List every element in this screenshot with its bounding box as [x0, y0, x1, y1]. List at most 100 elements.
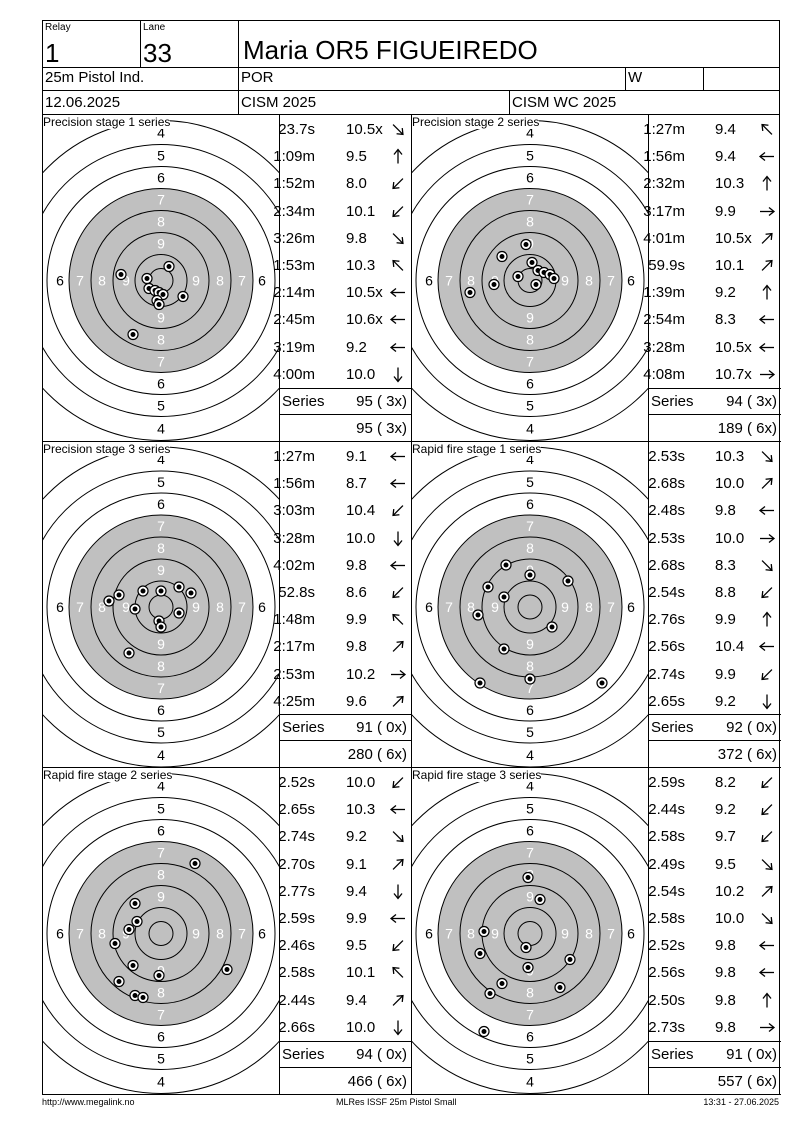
- shot-impact: [534, 893, 546, 906]
- shot-time: 2.74s: [648, 665, 685, 683]
- shot-impact: [474, 947, 486, 960]
- ring-number: 5: [157, 148, 165, 164]
- shot-row: 2.77s 9.4: [278, 878, 411, 905]
- ring-number: 9: [122, 599, 130, 615]
- w-arrow-icon: [388, 443, 408, 479]
- ring-number: 6: [526, 170, 534, 186]
- shot-score: 10.4: [346, 502, 376, 520]
- shot-time: 23.7s: [278, 121, 315, 138]
- relay-label: Relay: [45, 22, 71, 33]
- shot-score: 10.1: [715, 257, 745, 274]
- shot-row: 3:26m 9.8: [273, 225, 411, 252]
- relay-cell: Relay 1: [43, 21, 141, 68]
- shot-score: 10.3: [346, 257, 376, 274]
- gender-cell: W: [626, 68, 704, 91]
- shot-row: 2:14m 10.5x: [273, 279, 411, 306]
- ring-number: 6: [526, 376, 534, 392]
- shot-time: 4:01m: [643, 229, 685, 247]
- shot-score: 10.0: [346, 365, 376, 383]
- ring-number: 4: [157, 421, 165, 437]
- ne-arrow-icon: [388, 688, 408, 724]
- ring-number: 7: [238, 599, 246, 615]
- shot-score: 9.7: [715, 828, 736, 846]
- shot-impact: [520, 238, 532, 251]
- event-cell: 25m Pistol Ind.: [43, 68, 239, 91]
- ring-number: 9: [526, 636, 534, 652]
- empty-cell: [704, 68, 780, 91]
- shot-row: 23.7s 10.5x: [278, 116, 411, 143]
- shot-time: 2:32m: [643, 175, 685, 193]
- ne-arrow-icon: [388, 851, 408, 887]
- ring-number: 9: [192, 926, 200, 942]
- shot-row: 4:02m 9.8: [273, 552, 411, 579]
- shot-time: 2.56s: [648, 638, 685, 656]
- shot-time: 3:03m: [273, 502, 315, 520]
- ring-number: 9: [157, 310, 165, 326]
- shot-impact: [488, 278, 500, 291]
- shot-impact: [548, 272, 560, 285]
- shot-score: 9.9: [346, 910, 367, 927]
- ring-number: 6: [627, 926, 635, 942]
- shot-score: 10.1: [346, 202, 376, 220]
- shot-row: 2.59s 8.2: [648, 769, 781, 796]
- shot-impact: [173, 607, 185, 619]
- ring-number: 8: [467, 273, 475, 289]
- shot-impact: [524, 673, 536, 685]
- shot-row: 2.59s 9.9: [278, 905, 411, 932]
- ring-number: 6: [157, 702, 165, 718]
- shot-score: 10.3: [715, 175, 745, 193]
- ring-number: 6: [56, 599, 64, 615]
- shot-time: 4:02m: [273, 556, 315, 574]
- shot-time: 3:26m: [273, 229, 315, 247]
- se-arrow-icon: [388, 823, 408, 859]
- shot-row: 2.46s 9.5: [278, 932, 411, 959]
- se-arrow-icon: [757, 851, 777, 887]
- ring-number: 8: [98, 273, 106, 289]
- stage-title: Precision stage 2 series: [412, 115, 540, 129]
- ring-number: 9: [192, 599, 200, 615]
- shot-time: 2.68s: [648, 556, 685, 574]
- shot-time: 2.53s: [648, 448, 685, 465]
- shot-row: 3:03m 10.4: [273, 497, 411, 524]
- ring-number: 7: [157, 845, 165, 861]
- w-arrow-icon: [388, 279, 408, 315]
- sw-arrow-icon: [388, 769, 408, 805]
- shot-time: 1:56m: [273, 475, 315, 493]
- shot-row: 2.50s 9.8: [648, 987, 781, 1014]
- shot-score: 9.1: [346, 448, 367, 465]
- shot-row: 2:34m 10.1: [273, 198, 411, 225]
- shot-time: 2:17m: [273, 638, 315, 656]
- shot-time: 2.58s: [648, 828, 685, 846]
- ring-number: 7: [526, 1007, 534, 1023]
- shot-impact: [113, 975, 125, 988]
- series-row: Series 91 ( 0x): [280, 714, 411, 740]
- series-label: Series: [282, 1046, 325, 1063]
- shot-time: 2:53m: [273, 665, 315, 683]
- shot-time: 2.54s: [648, 882, 685, 900]
- shot-impact: [498, 591, 510, 603]
- shot-score: 9.4: [715, 148, 736, 166]
- ring-number: 4: [526, 778, 534, 794]
- ne-arrow-icon: [388, 633, 408, 669]
- stage-title: Rapid fire stage 1 series: [412, 442, 542, 456]
- sw-arrow-icon: [388, 198, 408, 234]
- event-name: 25m Pistol Ind.: [45, 69, 145, 86]
- shot-score: 9.5: [715, 855, 736, 873]
- shot-impact: [127, 328, 139, 341]
- ring-number: 5: [157, 724, 165, 740]
- s-arrow-icon: [388, 361, 408, 397]
- cumulative-total-row: 189 ( 6x): [649, 414, 781, 441]
- ring-number: 8: [157, 332, 165, 348]
- shot-score: 10.0: [715, 529, 745, 547]
- shot-row: 2.52s 10.0: [278, 769, 411, 796]
- shot-impact: [496, 977, 508, 990]
- ring-number: 9: [157, 236, 165, 252]
- shot-impact: [524, 569, 536, 581]
- shot-impact: [482, 581, 494, 593]
- ring-number: 7: [445, 273, 453, 289]
- shot-time: 2:14m: [273, 284, 315, 302]
- se-arrow-icon: [388, 116, 408, 152]
- shot-score: 10.0: [346, 1018, 376, 1036]
- ring-number: 9: [157, 889, 165, 905]
